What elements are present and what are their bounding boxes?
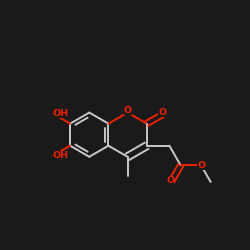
Text: OH: OH: [52, 110, 69, 118]
Text: O: O: [166, 176, 174, 185]
Text: O: O: [158, 108, 166, 117]
Text: O: O: [124, 106, 132, 115]
Text: O: O: [197, 161, 205, 170]
Text: OH: OH: [52, 151, 69, 160]
